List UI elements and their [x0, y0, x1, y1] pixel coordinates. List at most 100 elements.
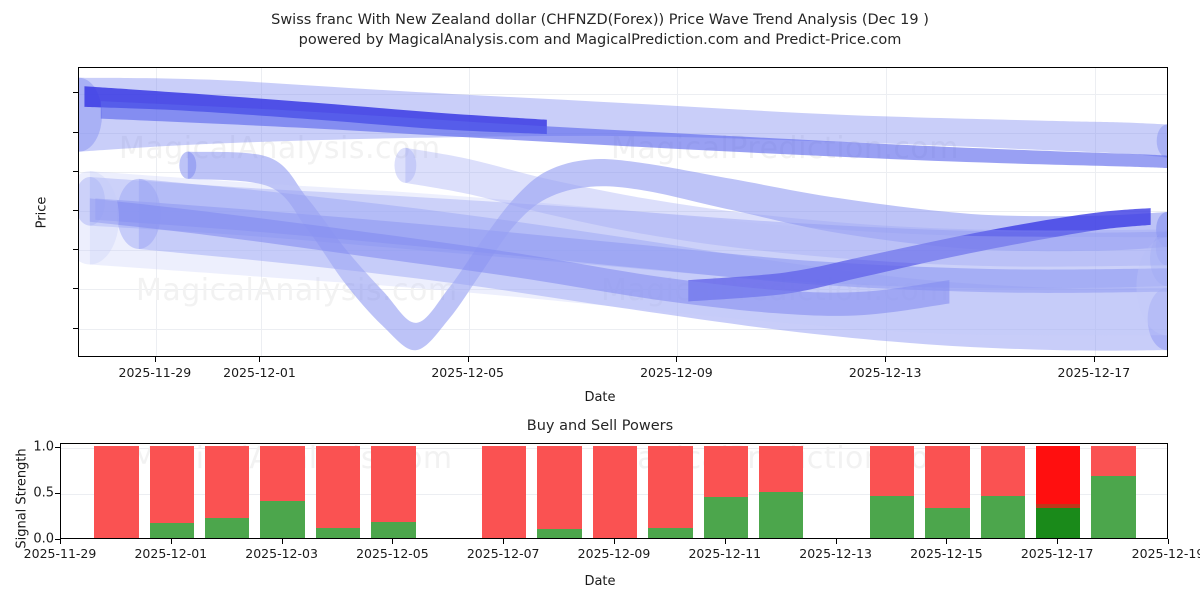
signal-y-tick-label: 0.0 [33, 531, 54, 547]
wave-band-cap [79, 171, 119, 265]
sell-power-segment [648, 445, 693, 528]
gridline-v [468, 68, 470, 356]
wave-band [79, 171, 1167, 336]
wave-band-cap [394, 147, 417, 183]
signal-bar-transition [1036, 503, 1081, 511]
signal-x-axis-label: Date [584, 574, 616, 589]
wave-band-cap [1156, 124, 1167, 158]
signal-chart-title: Buy and Sell Powers [526, 418, 674, 434]
signal-x-tick-label: 2025-12-07 [466, 546, 540, 561]
buy-power-segment [260, 501, 305, 538]
signal-x-tick-label: 2025-12-05 [356, 546, 429, 561]
sell-power-segment [592, 445, 638, 538]
buy-power-segment [537, 528, 582, 538]
signal-x-tick-label: 2025-12-11 [688, 546, 762, 561]
signal-bar[interactable] [260, 445, 305, 538]
price-x-tick-label: 2025-11-29 [118, 365, 192, 380]
signal-bar[interactable] [1036, 445, 1081, 538]
wave-band [688, 208, 1151, 302]
price-x-tick-mark [676, 357, 678, 362]
buy-power-segment [315, 527, 361, 538]
gridline-h [79, 328, 1167, 330]
signal-x-tick-mark [60, 539, 61, 544]
wave-band [394, 147, 1167, 267]
buy-power-segment [371, 522, 416, 538]
signal-bar[interactable] [315, 445, 361, 538]
signal-bar[interactable] [980, 445, 1025, 538]
signal-y-tick-label: 0.5 [33, 485, 54, 501]
signal-y-tick-label: 1.0 [33, 439, 54, 455]
signal-bar[interactable] [371, 445, 416, 538]
wave-band [179, 151, 1167, 351]
gridline-h [79, 93, 1167, 95]
price-y-tick-mark [73, 131, 78, 133]
chart-title-block: Swiss franc With New Zealand dollar (CHF… [0, 10, 1200, 50]
signal-y-axis-label: Signal Strength [14, 448, 30, 549]
signal-x-tick-mark [835, 539, 837, 544]
price-x-tick-label: 2025-12-17 [1057, 365, 1131, 380]
price-y-axis-label: Price [34, 196, 50, 229]
price-wave-bands [79, 77, 1167, 351]
signal-x-tick-mark [614, 539, 615, 544]
signal-x-tick-label: 2025-12-17 [1020, 546, 1094, 561]
signal-x-tick-mark [392, 539, 394, 544]
price-y-tick-mark [73, 92, 78, 94]
signal-x-tick-label: 2025-12-09 [577, 546, 651, 561]
signal-y-tick-mark [55, 446, 60, 448]
price-x-tick-label: 2025-12-09 [640, 365, 713, 380]
signal-bar[interactable] [869, 445, 915, 538]
signal-bar[interactable] [703, 445, 748, 538]
signal-x-tick-mark [724, 539, 726, 544]
price-y-tick-mark [73, 170, 78, 172]
signal-x-tick-mark [1168, 539, 1169, 544]
price-x-tick-mark [154, 357, 156, 362]
signal-x-tick-label: 2025-12-15 [910, 546, 983, 561]
sell-power-segment [869, 445, 915, 497]
wave-band-cap [1147, 287, 1167, 351]
buy-sell-powers-plot-area: MagicalAnalysis.comMagicalPrediction.com [60, 443, 1168, 539]
signal-x-tick-mark [503, 539, 505, 544]
price-x-tick-mark [259, 357, 261, 362]
buy-power-segment [925, 507, 970, 538]
signal-x-tick-label: 2025-12-13 [799, 546, 872, 561]
signal-bar[interactable] [94, 445, 139, 538]
signal-y-tick-mark [55, 492, 60, 494]
signal-bar[interactable] [482, 445, 527, 538]
wave-band-cap [1155, 229, 1167, 266]
price-y-tick-mark [73, 210, 78, 212]
buy-power-segment [869, 496, 915, 538]
signal-bar[interactable] [1091, 445, 1136, 538]
signal-bar[interactable] [537, 445, 582, 538]
signal-bar[interactable] [149, 445, 194, 538]
buy-power-segment [703, 497, 748, 538]
signal-bar[interactable] [648, 445, 693, 538]
wave-band [89, 198, 950, 316]
wave-band [95, 198, 1167, 293]
buy-power-segment [759, 491, 804, 538]
buy-power-segment [149, 523, 194, 538]
sell-power-segment [925, 445, 970, 508]
signal-y-tick-mark [55, 539, 60, 540]
signal-x-tick-mark [1057, 539, 1059, 544]
signal-bar[interactable] [925, 445, 970, 538]
title-line-2: powered by MagicalAnalysis.com and Magic… [298, 32, 902, 48]
gridline-v [1094, 68, 1096, 356]
price-x-axis-label: Date [584, 390, 616, 405]
signal-bar[interactable] [759, 445, 804, 538]
price-y-tick-mark [73, 327, 78, 329]
signal-bar[interactable] [205, 445, 250, 538]
sell-power-segment [980, 445, 1025, 497]
sell-power-segment [149, 445, 194, 524]
price-x-tick-label: 2025-12-13 [848, 365, 922, 380]
signal-bar[interactable] [592, 445, 638, 538]
wave-band [100, 101, 1167, 169]
signal-x-tick-label: 2025-11-29 [23, 546, 97, 561]
buy-power-segment [1091, 476, 1136, 538]
signal-x-tick-label: 2025-12-01 [134, 546, 208, 561]
price-y-tick-mark [73, 288, 78, 290]
signal-x-tick-mark [946, 539, 948, 544]
signal-x-tick-label: 2025-12-19 [1131, 546, 1200, 561]
price-x-tick-label: 2025-12-05 [431, 365, 504, 380]
signal-x-tick-label: 2025-12-03 [245, 546, 318, 561]
sell-power-segment [260, 445, 305, 502]
